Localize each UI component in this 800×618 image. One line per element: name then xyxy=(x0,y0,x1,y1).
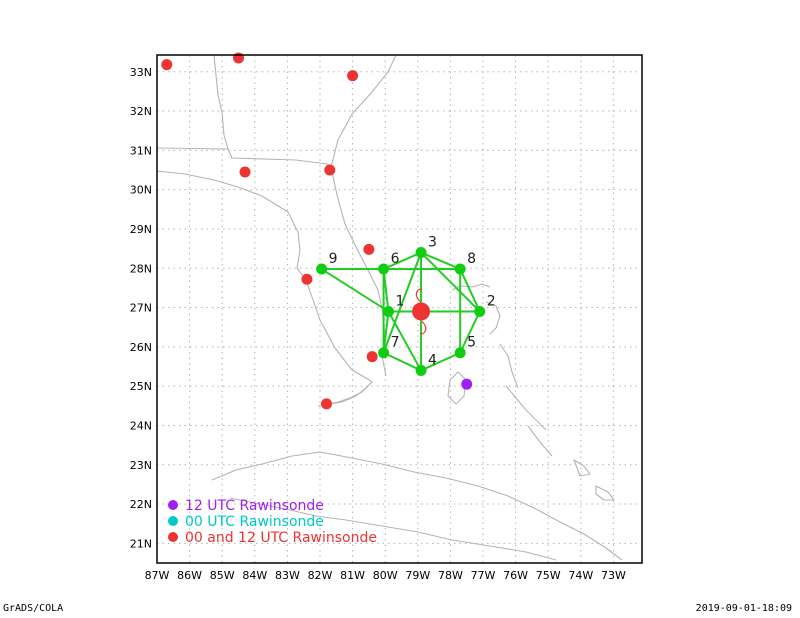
longitude-tick-label: 77W xyxy=(471,569,496,582)
storm-center xyxy=(412,288,431,335)
sounding-point-marker xyxy=(415,247,427,259)
network-link xyxy=(420,351,461,372)
sounding-point-marker xyxy=(382,305,394,317)
rawinsonde-12-marker xyxy=(461,378,473,390)
network-link xyxy=(459,311,481,354)
legend-label: 12 UTC Rawinsonde xyxy=(185,498,324,514)
sounding-point-label: 7 xyxy=(391,335,400,351)
network-link xyxy=(420,251,481,313)
rawinsonde-00-12-marker xyxy=(239,166,251,178)
legend-label: 00 and 12 UTC Rawinsonde xyxy=(185,530,377,546)
latitude-tick-label: 27N xyxy=(130,302,152,315)
sounding-point-marker xyxy=(378,263,390,275)
longitude-tick-label: 84W xyxy=(242,569,267,582)
rawinsonde-00-12-marker xyxy=(233,52,244,64)
sounding-point-label: 2 xyxy=(487,293,496,309)
rawinsonde-00-12-marker xyxy=(347,70,359,82)
latitude-tick-label: 25N xyxy=(130,380,152,393)
storm-center-marker xyxy=(412,302,431,321)
network-link xyxy=(459,268,481,312)
georgia-florida-border xyxy=(157,147,332,168)
latitude-labels: 21N 22N 23N 24N 25N 26N 27N 28N 29N 30N 31N 32N 33N xyxy=(130,66,152,551)
hurricane-symbol-arm xyxy=(415,288,423,302)
longitude-tick-label: 73W xyxy=(601,569,626,582)
great-abaco-coastline xyxy=(485,301,501,335)
rawinsonde-00-12-marker xyxy=(366,351,378,363)
rawinsonde-00-12-marker xyxy=(363,243,375,255)
network-link xyxy=(382,311,390,353)
longitude-tick-label: 80W xyxy=(373,569,398,582)
latitude-tick-label: 30N xyxy=(130,184,152,197)
longitude-tick-label: 81W xyxy=(340,569,365,582)
sounding-point-label: 3 xyxy=(428,235,437,251)
latitude-tick-label: 33N xyxy=(130,66,152,79)
latitude-tick-label: 24N xyxy=(130,419,152,432)
latitude-tick-label: 28N xyxy=(130,262,152,275)
legend-marker xyxy=(168,516,178,526)
rawinsonde-00-12-marker xyxy=(301,273,313,285)
sounding-point-label: 4 xyxy=(428,352,437,368)
eleuthera-coastline xyxy=(499,343,519,389)
longitude-tick-label: 75W xyxy=(536,569,561,582)
long-island-coastline xyxy=(527,425,553,457)
sounding-point-marker xyxy=(316,263,328,275)
rawinsonde-00-12-marker xyxy=(161,59,173,71)
rawinsonde-00-12-marker xyxy=(324,164,336,176)
hurricane-symbol-arm xyxy=(419,321,427,335)
network-link xyxy=(383,251,422,270)
sounding-point-label: 5 xyxy=(467,335,476,351)
network-link xyxy=(321,268,389,313)
exuma-coastline xyxy=(505,385,547,431)
legend-label: 00 UTC Rawinsonde xyxy=(185,514,324,530)
network-link xyxy=(387,310,422,371)
inagua-coastline xyxy=(595,485,615,501)
sounding-point-label: 9 xyxy=(329,251,338,267)
latitude-tick-label: 21N xyxy=(130,537,152,550)
sounding-point-marker xyxy=(415,364,427,376)
latitude-tick-label: 26N xyxy=(130,341,152,354)
network-link xyxy=(420,251,461,270)
andros-coastline xyxy=(447,371,467,405)
longitude-tick-label: 74W xyxy=(568,569,593,582)
rawinsonde-sites xyxy=(161,52,473,410)
sounding-point-marker xyxy=(474,305,486,317)
latitude-tick-label: 32N xyxy=(130,105,152,118)
grand-bahama-coastline xyxy=(451,283,491,291)
legend-marker xyxy=(168,500,178,510)
alabama-state-line xyxy=(213,55,229,150)
longitude-tick-label: 86W xyxy=(177,569,202,582)
longitude-tick-label: 79W xyxy=(405,569,430,582)
cuba-north-coastline xyxy=(211,451,623,561)
acklins-coastline xyxy=(573,459,591,477)
latitude-tick-label: 22N xyxy=(130,498,152,511)
cuba-south-coastline xyxy=(229,497,557,561)
sounding-point-marker xyxy=(454,263,466,275)
sounding-point-label: 6 xyxy=(391,251,400,267)
longitude-tick-label: 76W xyxy=(503,569,528,582)
network-link xyxy=(383,351,422,372)
sounding-points: 1 2 3 4 5 6 7 8 9 xyxy=(316,235,496,376)
latitude-tick-label: 31N xyxy=(130,144,152,157)
legend-marker xyxy=(168,532,178,542)
longitude-tick-label: 82W xyxy=(308,569,333,582)
sounding-point-marker xyxy=(454,347,466,359)
longitude-tick-label: 85W xyxy=(210,569,235,582)
sounding-point-label: 1 xyxy=(395,293,404,309)
network-links xyxy=(321,251,481,372)
footer-timestamp: 2019-09-01-18:09 xyxy=(695,603,792,614)
network-link xyxy=(382,252,422,354)
footer-credit: GrADS/COLA xyxy=(3,603,64,614)
map-frame xyxy=(156,54,643,564)
sounding-point-label: 8 xyxy=(467,251,476,267)
longitude-tick-label: 78W xyxy=(438,569,463,582)
longitude-tick-label: 83W xyxy=(275,569,300,582)
rawinsonde-00-12-marker xyxy=(321,398,333,410)
longitude-tick-label: 87W xyxy=(145,569,170,582)
longitude-labels: 87W 86W 85W 84W 83W 82W 81W 80W 79W 78W 77W 76W 75W 7… xyxy=(145,569,626,582)
sounding-point-marker xyxy=(378,347,390,359)
latitude-tick-label: 23N xyxy=(130,459,152,472)
latitude-tick-label: 29N xyxy=(130,223,152,236)
